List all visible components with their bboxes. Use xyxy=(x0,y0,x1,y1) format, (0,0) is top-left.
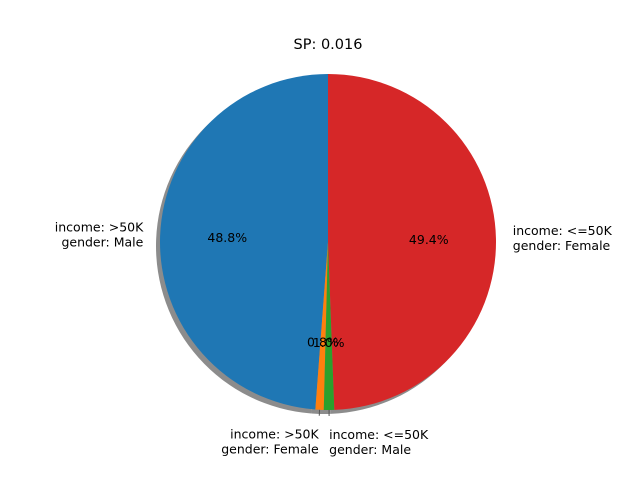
slice-label-line: income: <=50K xyxy=(513,223,613,238)
slice-label-line: gender: Female xyxy=(513,238,611,253)
slice-label-line: gender: Female xyxy=(221,442,319,457)
slice-percent-label: 48.8% xyxy=(207,230,247,245)
chart-title: SP: 0.016 xyxy=(294,37,363,53)
slice-label-line: gender: Male xyxy=(61,235,143,250)
slice-label-line: gender: Male xyxy=(329,442,411,457)
slice-label-line: income: <=50K xyxy=(329,427,429,442)
slice-percent-label: 1.0% xyxy=(313,335,345,350)
slice-percent-label: 49.4% xyxy=(409,232,449,247)
slice-label-line: income: >50K xyxy=(55,220,144,235)
slice-label-line: income: >50K xyxy=(230,427,319,442)
